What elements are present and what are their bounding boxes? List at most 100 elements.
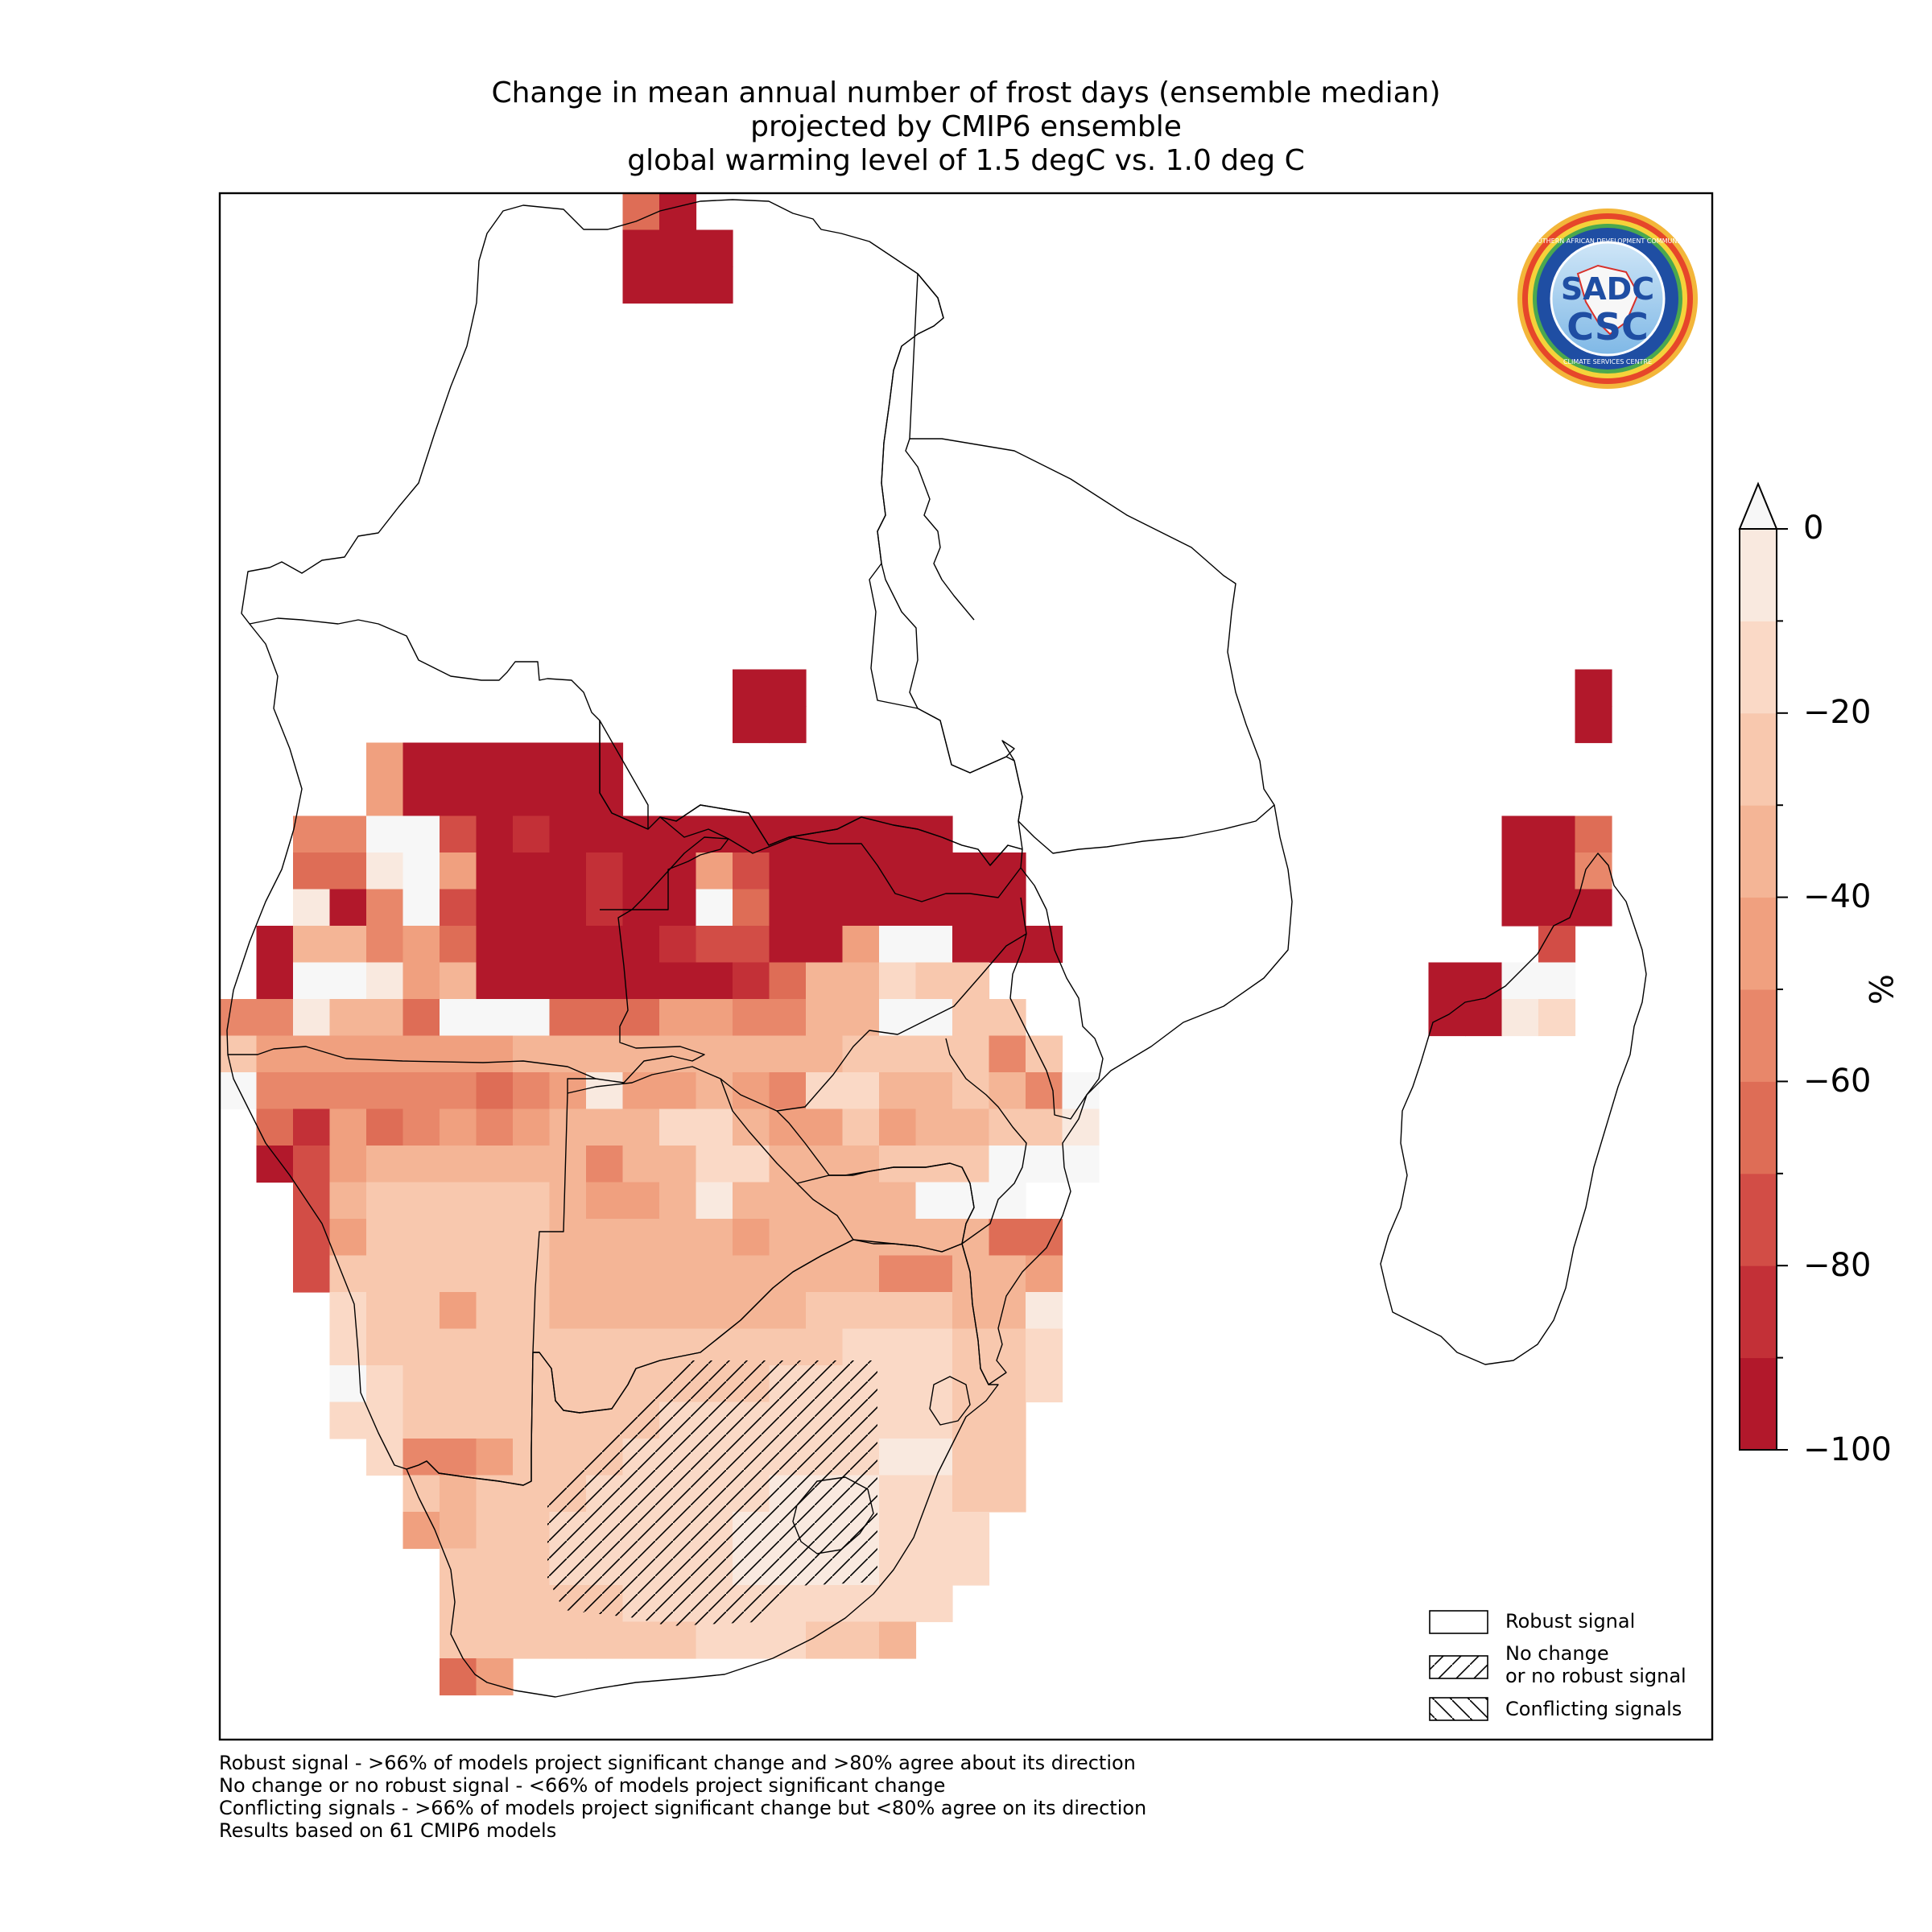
grid-cell [402,779,440,817]
grid-cell [293,1219,331,1257]
grid-cell [879,1328,917,1366]
grid-cell [513,999,551,1037]
grid-cell [879,1475,917,1513]
grid-cell [476,815,514,853]
grid-cell [402,1292,440,1330]
no-robust-signal-hatch [547,1360,877,1626]
grid-cell [513,1146,551,1183]
grid-cell [806,889,844,927]
grid-cell [329,1292,367,1330]
grid-cell [733,706,770,744]
grid-cell [1026,1328,1063,1366]
grid-cell [440,779,477,817]
grid-cell [622,1182,660,1220]
chart-title: Change in mean annual number of frost da… [217,76,1715,178]
grid-cell [952,999,990,1037]
grid-cell [440,1182,477,1220]
grid-cell [476,1512,514,1550]
grid-cell [842,1292,880,1330]
grid-cell [622,999,660,1037]
grid-cell [659,999,697,1037]
colorbar-segment [1740,989,1777,1082]
grid-cell [586,1402,624,1439]
grid-cell [915,1255,953,1293]
grid-cell [402,889,440,927]
grid-cell [696,1621,733,1659]
grid-cell [915,1548,953,1586]
grid-cell [549,779,587,817]
grid-cell [1538,852,1576,890]
grid-cell [513,815,551,853]
border-angola [226,623,1023,1084]
grid-cell [659,266,697,304]
grid-cell [622,193,660,231]
map-frame [218,192,1714,1741]
grid-cell [769,1182,807,1220]
grid-cell [440,926,477,964]
grid-cell [1538,962,1576,1000]
grid-cell [549,742,587,780]
grid-cell [659,1292,697,1330]
grid-cell [329,1072,367,1110]
grid-cell [879,1182,917,1220]
grid-cell [586,1365,624,1403]
grid-cell [842,852,880,890]
grid-cell [586,1292,624,1330]
grid-cell [513,1328,551,1366]
grid-cell [366,742,404,780]
grid-cell [476,1255,514,1293]
grid-cell [915,1292,953,1330]
colorbar-tick-label: −100 [1803,1431,1892,1468]
grid-cell [440,852,477,890]
grid-cell [586,889,624,927]
grid-cell [329,852,367,890]
grid-cell [586,779,624,817]
grid-cell [769,1292,807,1330]
legend-robust-swatch [1429,1610,1488,1634]
grid-cell [622,1328,660,1366]
grid-cell [806,1072,844,1110]
grid-cell [769,889,807,927]
grid-cell [586,742,624,780]
grid-cell [842,889,880,927]
grid-cell [989,1402,1026,1439]
grid-cell [1538,889,1576,927]
logo-mark-bottom: CSC [1567,305,1649,349]
grid-cell [733,926,770,964]
grid-cell [366,1439,404,1476]
border-tanzania [877,273,1275,854]
frost-change-grid [220,193,1612,1696]
colorbar-segment [1740,529,1777,621]
grid-cell [513,1548,551,1586]
grid-cell [256,1035,294,1073]
grid-cell [293,962,331,1000]
grid-cell [440,742,477,780]
grid-cell [440,1146,477,1183]
grid-cell [513,889,551,927]
grid-cell [1575,889,1612,927]
grid-cell [513,1365,551,1403]
grid-cell [329,1035,367,1073]
colorbar-segment [1740,621,1777,714]
grid-cell [622,852,660,890]
grid-cell [1538,999,1576,1037]
grid-cell [915,962,953,1000]
grid-cell [476,1439,514,1476]
grid-cell [769,1146,807,1183]
grid-cell [440,815,477,853]
grid-cell [842,1035,880,1073]
grid-cell [806,999,844,1037]
grid-cell [1538,815,1576,853]
grid-cell [842,1072,880,1110]
grid-cell [769,926,807,964]
grid-cell [696,815,733,853]
grid-cell [842,1255,880,1293]
grid-cell [989,1292,1026,1330]
grid-cell [402,852,440,890]
grid-cell [659,1328,697,1366]
grid-cell [586,815,624,853]
grid-cell [622,926,660,964]
grid-cell [366,1072,404,1110]
legend-robust-label: Robust signal [1505,1610,1636,1633]
grid-cell [879,1035,917,1073]
